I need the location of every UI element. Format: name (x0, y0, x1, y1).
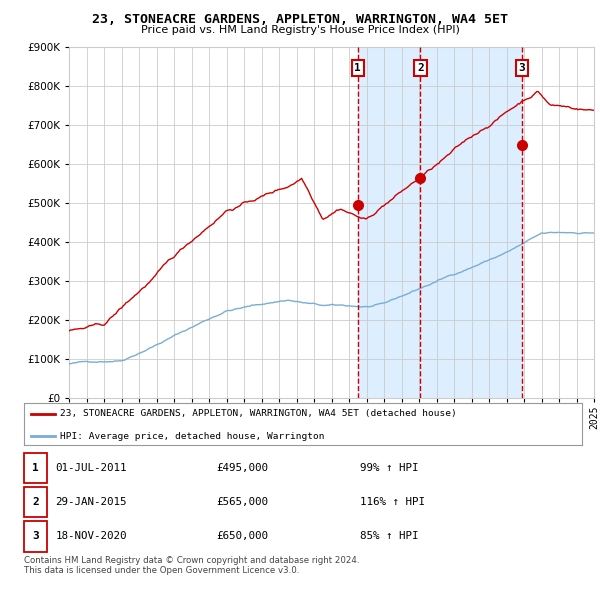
Text: 2: 2 (417, 63, 424, 73)
Text: £565,000: £565,000 (216, 497, 268, 507)
Text: 01-JUL-2011: 01-JUL-2011 (55, 463, 127, 473)
Text: 18-NOV-2020: 18-NOV-2020 (55, 532, 127, 541)
Text: 23, STONEACRE GARDENS, APPLETON, WARRINGTON, WA4 5ET (detached house): 23, STONEACRE GARDENS, APPLETON, WARRING… (60, 409, 457, 418)
Text: 85% ↑ HPI: 85% ↑ HPI (360, 532, 419, 541)
Text: HPI: Average price, detached house, Warrington: HPI: Average price, detached house, Warr… (60, 432, 325, 441)
Text: Price paid vs. HM Land Registry's House Price Index (HPI): Price paid vs. HM Land Registry's House … (140, 25, 460, 35)
Text: £495,000: £495,000 (216, 463, 268, 473)
Text: 29-JAN-2015: 29-JAN-2015 (55, 497, 127, 507)
Bar (358, 47, 522, 398)
Text: 1: 1 (32, 463, 39, 473)
Text: 1: 1 (355, 63, 361, 73)
Text: Contains HM Land Registry data © Crown copyright and database right 2024.: Contains HM Land Registry data © Crown c… (24, 556, 359, 565)
Text: 23, STONEACRE GARDENS, APPLETON, WARRINGTON, WA4 5ET: 23, STONEACRE GARDENS, APPLETON, WARRING… (92, 13, 508, 26)
Text: £650,000: £650,000 (216, 532, 268, 541)
Text: 116% ↑ HPI: 116% ↑ HPI (360, 497, 425, 507)
Text: 3: 3 (32, 532, 39, 541)
Text: 2: 2 (32, 497, 39, 507)
Text: This data is licensed under the Open Government Licence v3.0.: This data is licensed under the Open Gov… (24, 566, 299, 575)
Text: 99% ↑ HPI: 99% ↑ HPI (360, 463, 419, 473)
Text: 3: 3 (518, 63, 525, 73)
